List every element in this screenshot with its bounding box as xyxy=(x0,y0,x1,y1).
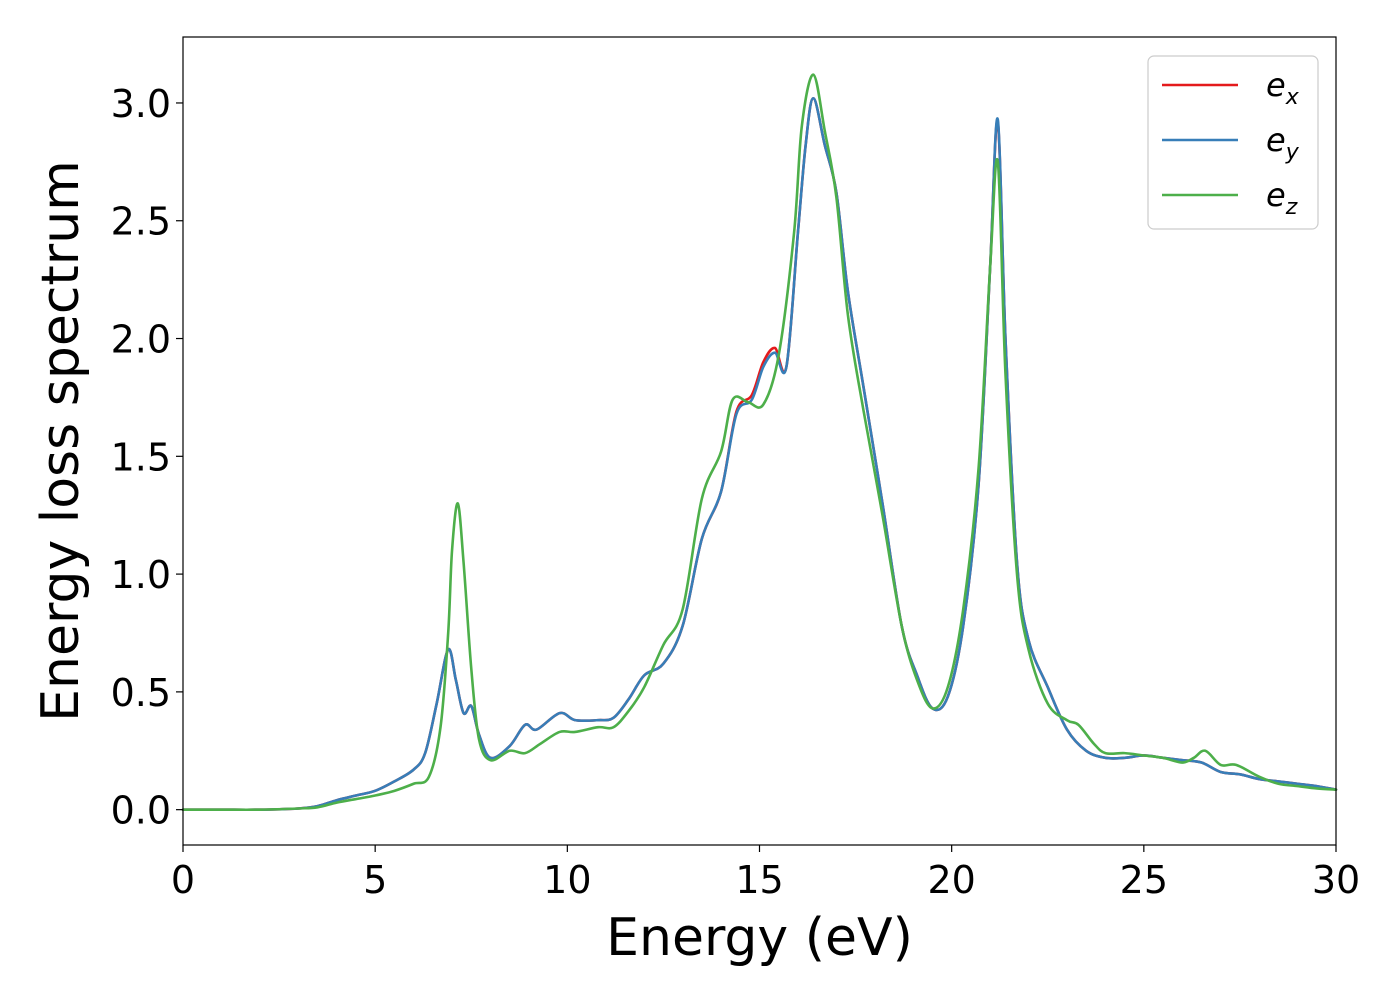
x-axis-ticks: 0 5 10 15 20 25 30 xyxy=(171,845,1360,902)
series-line-ey xyxy=(181,96,1338,812)
legend-label-base: e xyxy=(1266,66,1286,104)
y-tick-label: 3.0 xyxy=(111,82,171,126)
legend-label: ey xyxy=(1266,121,1300,165)
y-axis-title: Energy loss spectrum xyxy=(31,160,91,722)
x-tick-label: 10 xyxy=(543,858,591,902)
y-tick-label: 0.5 xyxy=(111,671,171,715)
y-tick-label: 1.0 xyxy=(111,553,171,597)
y-tick-label: 0.0 xyxy=(111,789,171,833)
series-layer xyxy=(181,73,1338,812)
legend-label: ez xyxy=(1266,176,1298,220)
x-tick-label: 15 xyxy=(735,858,783,902)
y-tick-label: 1.5 xyxy=(111,435,171,479)
legend-label-subscript: y xyxy=(1285,140,1300,165)
legend-label-subscript: z xyxy=(1285,195,1298,220)
y-axis-ticks: 0.0 0.5 1.0 1.5 2.0 2.5 3.0 xyxy=(111,82,183,833)
x-tick-label: 30 xyxy=(1312,858,1360,902)
y-tick-label: 2.5 xyxy=(111,200,171,244)
legend-box xyxy=(1147,55,1319,230)
x-tick-label: 0 xyxy=(171,858,195,902)
series-line-ez xyxy=(181,73,1338,812)
x-tick-label: 20 xyxy=(927,858,975,902)
x-tick-label: 5 xyxy=(363,858,387,902)
legend-label: ex xyxy=(1266,66,1300,110)
x-axis-title: Energy (eV) xyxy=(606,908,913,968)
legend-label-base: e xyxy=(1266,121,1286,159)
legend-label-base: e xyxy=(1266,176,1286,214)
y-tick-label: 2.0 xyxy=(111,318,171,362)
x-tick-label: 25 xyxy=(1120,858,1168,902)
legend-label-subscript: x xyxy=(1285,85,1300,110)
